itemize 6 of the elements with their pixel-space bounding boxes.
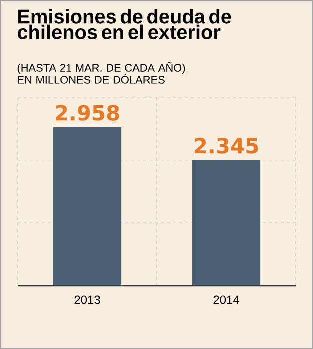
- x-tick-label: 2013: [74, 296, 100, 304]
- data-label: 2.345: [195, 138, 258, 154]
- data-label: 2.958: [56, 105, 120, 121]
- x-tick-label: 2014: [214, 296, 240, 304]
- chart-subtitle: (HASTA 21 MAR. DE CADA AÑO) EN MILLONES DE DÓLARES: [18, 62, 186, 84]
- chart-title: Emisiones de deuda de chilenos en el exterior: [18, 9, 232, 40]
